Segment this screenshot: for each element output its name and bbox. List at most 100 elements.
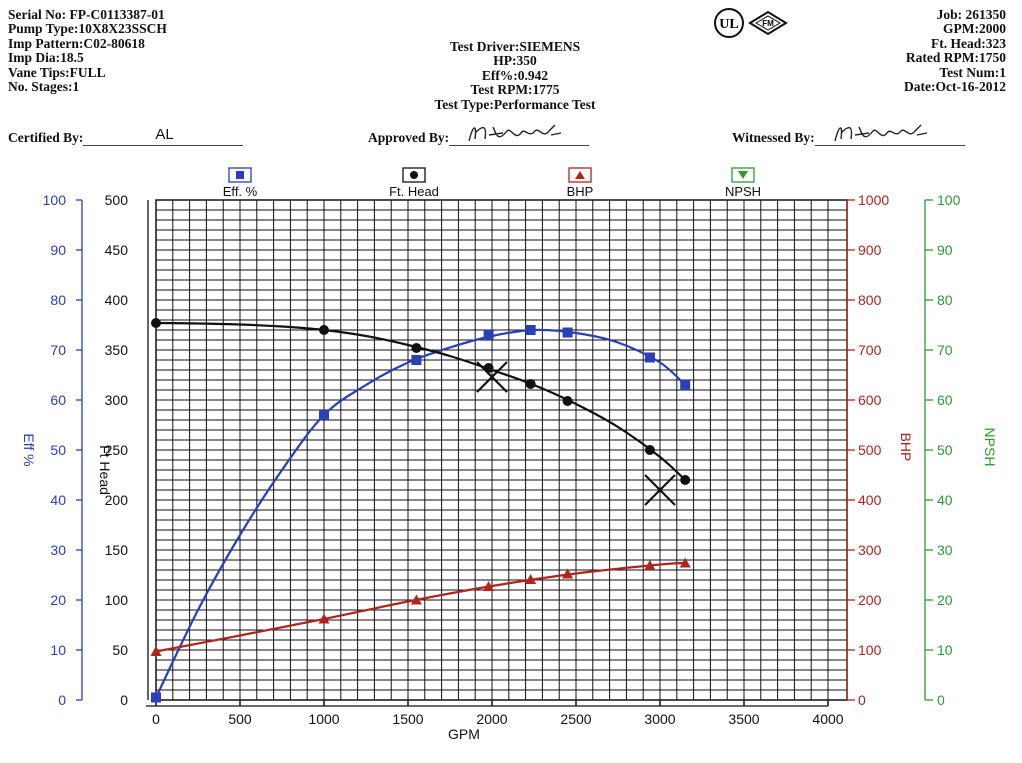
head-point: [680, 475, 691, 485]
head-tick-label: 450: [105, 242, 129, 258]
witnessed-by-row: Witnessed By:: [732, 124, 965, 146]
certified-by-row: Certified By: AL: [8, 126, 244, 146]
certified-by-label: Certified By:: [8, 130, 84, 145]
bhp-axis-title: BHP: [898, 433, 914, 462]
eff-point: [644, 352, 655, 363]
header-middle-line: Test Type:Performance Test: [434, 96, 596, 112]
bhp-point: [150, 646, 162, 656]
eff-tick-label: 50: [50, 442, 66, 458]
npsh-tick-label: 0: [937, 692, 945, 708]
eff-point: [525, 325, 536, 335]
head-axis-title: Ft Head: [97, 445, 113, 495]
rated-point-x-marker: [644, 474, 676, 506]
x-tick-label: 1000: [308, 711, 339, 727]
head-tick-label: 100: [105, 592, 129, 608]
head-point: [562, 396, 573, 406]
header-left-line: Serial No: FP-C0113387-01: [8, 7, 165, 22]
npsh-tick-label: 60: [937, 392, 953, 408]
head-point: [644, 445, 655, 455]
eff-tick-label: 20: [50, 592, 66, 608]
eff-point: [483, 330, 494, 340]
header-right-line: Ft. Head:323: [931, 35, 1006, 51]
witnessed-by-label: Witnessed By:: [732, 130, 815, 145]
x-tick-label: 4000: [812, 711, 843, 727]
x-tick-label: 3000: [644, 711, 675, 727]
legend-label-bhp: BHP: [567, 184, 594, 199]
eff-tick-label: 60: [50, 392, 66, 408]
npsh-tick-label: 20: [937, 592, 953, 608]
head-tick-label: 50: [112, 642, 128, 658]
header-left-line: Imp Dia:18.5: [8, 50, 84, 66]
bhp-tick-label: 0: [858, 692, 866, 708]
header-right-block: Job: 261350 GPM:2000 Ft. Head:323 Rated RPM…: [904, 7, 1006, 95]
npsh-tick-label: 10: [937, 642, 953, 658]
head-point: [411, 343, 422, 353]
rated-point-x-marker: [476, 361, 508, 393]
header-left-line: Imp Pattern:C02-80618: [8, 35, 145, 51]
x-tick-label: 0: [152, 711, 160, 727]
header-left-line: No. Stages:1: [8, 79, 80, 95]
npsh-tick-label: 100: [937, 192, 961, 208]
head-tick-label: 250: [105, 442, 129, 458]
bhp-point: [562, 568, 574, 579]
axes: 0 500 1000 1500 2000 2500 3000 3500 4000GPM01020…: [21, 192, 998, 742]
bhp-tick-label: 100: [858, 642, 882, 658]
bhp-tick-label: 500: [858, 442, 882, 458]
svg-text:FM: FM: [762, 19, 774, 28]
x-tick-label: 3500: [728, 711, 759, 727]
svg-text:UL: UL: [719, 17, 738, 32]
bhp-point: [525, 574, 537, 584]
bhp-point: [679, 557, 691, 568]
bhp-tick-label: 200: [858, 592, 882, 608]
eff-tick-label: 30: [50, 542, 66, 558]
bhp-curve: [155, 561, 686, 653]
data-marks: [150, 318, 691, 703]
approved-by-label: Approved By:: [368, 130, 450, 145]
head-tick-label: 200: [105, 492, 129, 508]
legend-label-head: Ft. Head: [389, 184, 439, 199]
npsh-tick-label: 30: [937, 542, 953, 558]
header-left-line: Pump Type:10X8X23SSCH: [8, 21, 167, 37]
legend-label-npsh: NPSH: [725, 184, 761, 199]
header-right-line: Date:Oct-16-2012: [904, 79, 1006, 95]
header-right-line: Job: 261350: [936, 7, 1006, 22]
bhp-tick-label: 1000: [858, 192, 889, 208]
header-middle-line: HP:350: [493, 53, 537, 69]
bhp-tick-label: 700: [858, 342, 882, 358]
legend-label-eff: Eff. %: [223, 184, 258, 199]
bhp-tick-label: 800: [858, 292, 882, 308]
witnessed-by-line: [814, 124, 965, 146]
head-point: [525, 379, 536, 389]
eff-point: [411, 355, 422, 365]
approved-by-row: Approved By:: [368, 124, 590, 146]
head-point: [319, 325, 329, 335]
pump-performance-chart: 0 500 1000 1500 2000 2500 3000 3500 4000GPM01020…: [21, 167, 998, 742]
ul-logo: UL: [714, 8, 744, 38]
npsh-tick-label: 90: [937, 242, 953, 258]
x-tick-label: 500: [228, 711, 252, 727]
head-tick-label: 150: [105, 542, 129, 558]
header-middle-line: Test RPM:1775: [470, 82, 560, 98]
rated-marker-stroke: [644, 474, 676, 506]
legend-marker-circle: [410, 171, 418, 179]
legend: Eff. % Ft. Head BHP NPSH: [223, 167, 761, 199]
header-left-line: Vane Tips:FULL: [8, 64, 106, 80]
rated-marker-stroke: [476, 361, 508, 393]
eff-tick-label: 0: [58, 692, 66, 708]
legend-marker-square: [236, 171, 244, 179]
head-tick-label: 300: [105, 392, 129, 408]
head-point: [151, 318, 161, 328]
eff-point: [151, 692, 161, 703]
eff-tick-label: 10: [50, 642, 66, 658]
npsh-tick-label: 40: [937, 492, 953, 508]
head-curve: [155, 321, 686, 481]
certified-by-line: AL: [83, 126, 244, 146]
header-middle-block: Test Driver:SIEMENS HP:350 Eff%:0.942 Test …: [350, 39, 680, 112]
x-axis-label: GPM: [448, 726, 480, 742]
eff-tick-label: 40: [50, 492, 66, 508]
bhp-point: [410, 594, 422, 605]
npsh-tick-label: 80: [937, 292, 953, 308]
legend-marker-triangle-down: [738, 171, 748, 179]
bhp-tick-label: 600: [858, 392, 882, 408]
fm-logo: FM: [748, 10, 788, 36]
